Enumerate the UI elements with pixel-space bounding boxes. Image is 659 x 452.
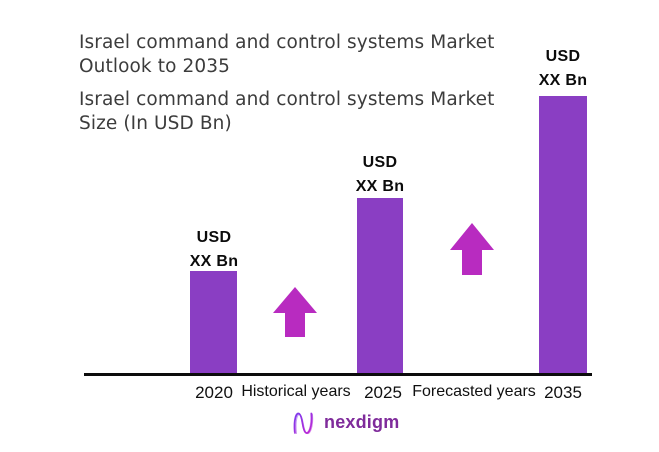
value-label-2020-currency: USD	[196, 229, 232, 246]
growth-arrow-historical-icon	[273, 287, 317, 337]
value-label-2025-amount: XX Bn	[355, 178, 405, 195]
chart-title-line-2: Outlook to 2035	[79, 55, 230, 77]
growth-arrow-forecast-icon	[450, 223, 494, 275]
value-label-2035: USD XX Bn	[503, 45, 623, 93]
value-label-2025-currency: USD	[362, 154, 398, 171]
nexdigm-logo-icon	[293, 412, 314, 435]
chart-title: Israel command and control systems Marke…	[79, 31, 494, 78]
x-tick-2025: 2025	[364, 383, 402, 402]
x-axis-line	[84, 373, 592, 376]
bar-2020	[190, 271, 237, 373]
value-label-2025: USD XX Bn	[320, 151, 440, 199]
chart-subtitle-line-2: Size (In USD Bn)	[79, 112, 232, 134]
value-label-2035-currency: USD	[545, 48, 581, 65]
x-tick-2020: 2020	[195, 383, 233, 402]
chart-subtitle: Israel command and control systems Marke…	[79, 88, 494, 135]
annotation-forecasted-years: Forecasted years	[412, 383, 536, 400]
bar-2025	[357, 198, 403, 373]
value-label-2035-amount: XX Bn	[538, 72, 588, 89]
x-tick-2035: 2035	[544, 383, 582, 402]
nexdigm-logo-text: nexdigm	[324, 412, 400, 432]
nexdigm-logo: nexdigm	[291, 408, 399, 437]
chart-subtitle-line-1: Israel command and control systems Marke…	[79, 89, 495, 110]
annotation-historical-years: Historical years	[241, 383, 351, 400]
value-label-2020: USD XX Bn	[154, 226, 274, 274]
bar-2035	[539, 96, 587, 373]
value-label-2020-amount: XX Bn	[189, 253, 239, 270]
chart-title-line-1: Israel command and control systems Marke…	[79, 32, 495, 53]
